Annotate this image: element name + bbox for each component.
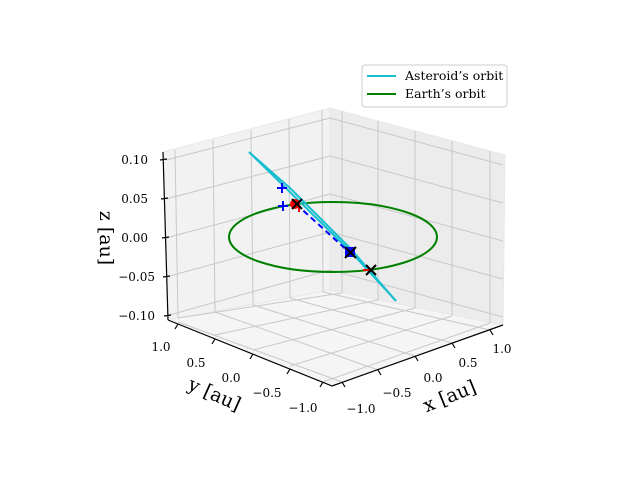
plus-marker-lower [278,201,288,211]
y-tick: 0.5 [186,356,205,370]
x-tick: 0.0 [423,371,442,385]
plus-marker-upper [277,183,287,193]
red-point-marker [290,199,300,209]
x-tick: −0.5 [382,386,411,400]
z-axis-label: z [au] [95,211,117,265]
x-marker-far [365,264,377,276]
asteroid-orbit [248,151,397,302]
earth-orbit [228,201,438,273]
legend-box [361,64,508,108]
axis-lines [159,151,504,388]
z-tick: 0.10 [121,153,148,167]
z-tick: 0.00 [121,231,148,245]
y-tick: −0.5 [252,386,281,400]
z-tick: −0.10 [118,309,155,323]
y-tick-labels: 1.0 0.5 0.0 −0.5 −1.0 [151,340,317,415]
x-marker-center [344,246,357,259]
z-axis-line [162,151,169,321]
y-axis-line [167,319,333,387]
x-axis-line [331,324,504,387]
z-tick: −0.05 [118,270,155,284]
x-tick: 0.5 [458,356,477,370]
legend: Asteroid’s orbit Earth’s orbit [361,64,508,108]
legend-label-earth: Earth’s orbit [405,86,486,101]
legend-label-asteroid: Asteroid’s orbit [404,68,503,83]
y-tick: 1.0 [151,340,170,354]
dashed-segment [295,203,351,254]
x-tick: 1.0 [492,342,511,356]
y-tick: −1.0 [288,401,317,415]
z-tick: 0.05 [121,192,148,206]
x-tick-labels: −1.0 −0.5 0.0 0.5 1.0 [346,342,511,416]
z-tick-labels: 0.10 0.05 0.00 −0.05 −0.10 [118,153,155,323]
y-tick: 0.0 [221,371,240,385]
markers [277,183,377,276]
x-tick: −1.0 [346,402,375,416]
x-marker-near [291,198,303,210]
